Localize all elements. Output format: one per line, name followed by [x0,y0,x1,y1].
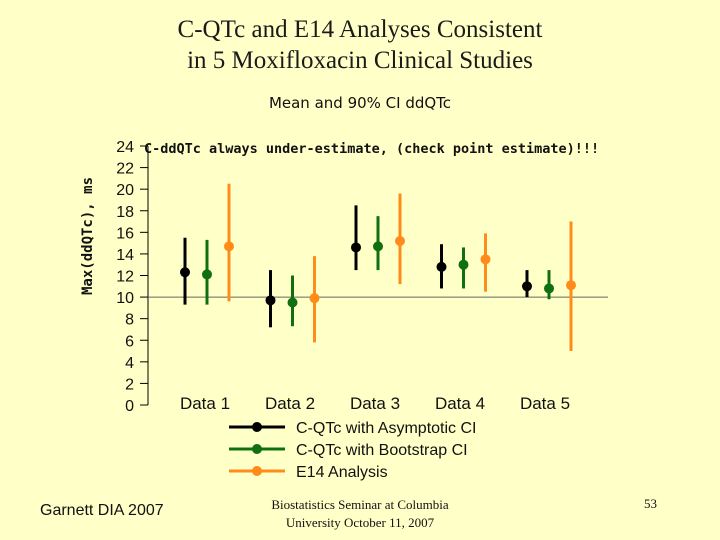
point-estimate-series1-data3 [351,242,361,253]
legend-label-series1: C-QTc with Asymptotic CI [296,420,476,437]
point-estimate-series3-data2 [309,293,320,304]
point-estimate-series2-data3 [373,241,383,252]
y-tick-label-10: 10 [116,290,134,307]
y-tick-label-2: 2 [125,376,134,393]
chart-title: Mean and 90% CI ddQTc [268,94,452,112]
y-tick-label-4: 4 [125,355,134,372]
y-tick-label-24: 24 [116,139,134,156]
point-estimate-series1-data5 [522,281,532,292]
footer-seminar-line-1: Biostatistics Seminar at Columbia [271,497,449,512]
slide-title: C-QTc and E14 Analyses Consistent in 5 M… [0,14,720,76]
point-estimate-series3-data1 [224,241,234,252]
y-tick-label-12: 12 [116,269,134,286]
slide-title-line-2: in 5 Moxifloxacin Clinical Studies [187,47,533,74]
y-tick-label-20: 20 [116,182,134,199]
point-estimate-series2-data4 [458,259,469,270]
chart-annotation: C-ddQTc always under-estimate, (check po… [144,141,599,157]
x-category-label-5: Data 5 [520,394,570,413]
legend-label-series2: C-QTc with Bootstrap CI [296,442,468,459]
y-tick-label-6: 6 [125,333,134,350]
footer-author: Garnett DIA 2007 [40,502,164,519]
point-estimate-series3-data4 [480,254,491,265]
x-category-label-3: Data 3 [350,394,400,413]
x-category-label-4: Data 4 [435,394,485,413]
y-tick-label-8: 8 [125,312,134,329]
point-estimate-series1-data1 [180,267,190,278]
x-category-label-1: Data 1 [180,394,230,413]
y-tick-label-18: 18 [116,204,134,221]
y-tick-label-0: 0 [125,398,134,415]
y-tick-label-14: 14 [116,247,134,264]
legend-marker-series3 [252,466,262,476]
slide-title-line-1: C-QTc and E14 Analyses Consistent [177,16,543,43]
point-estimate-series2-data2 [287,297,298,308]
point-estimate-series2-data5 [544,283,554,294]
legend-label-series3: E14 Analysis [296,464,388,481]
page-number: 53 [644,496,657,511]
legend-marker-series1 [252,422,262,432]
point-estimate-series1-data2 [265,295,276,306]
point-estimate-series1-data4 [436,261,447,272]
point-estimate-series3-data3 [395,235,405,246]
footer-seminar-line-2: University October 11, 2007 [285,515,435,530]
point-estimate-series2-data1 [202,269,212,280]
footer-seminar: Biostatistics Seminar at Columbia Univer… [240,496,480,532]
y-tick-label-22: 22 [116,161,134,178]
y-tick-label-16: 16 [116,225,134,242]
point-estimate-series3-data5 [566,280,576,291]
legend-marker-series2 [252,444,262,454]
x-category-label-2: Data 2 [265,394,315,413]
